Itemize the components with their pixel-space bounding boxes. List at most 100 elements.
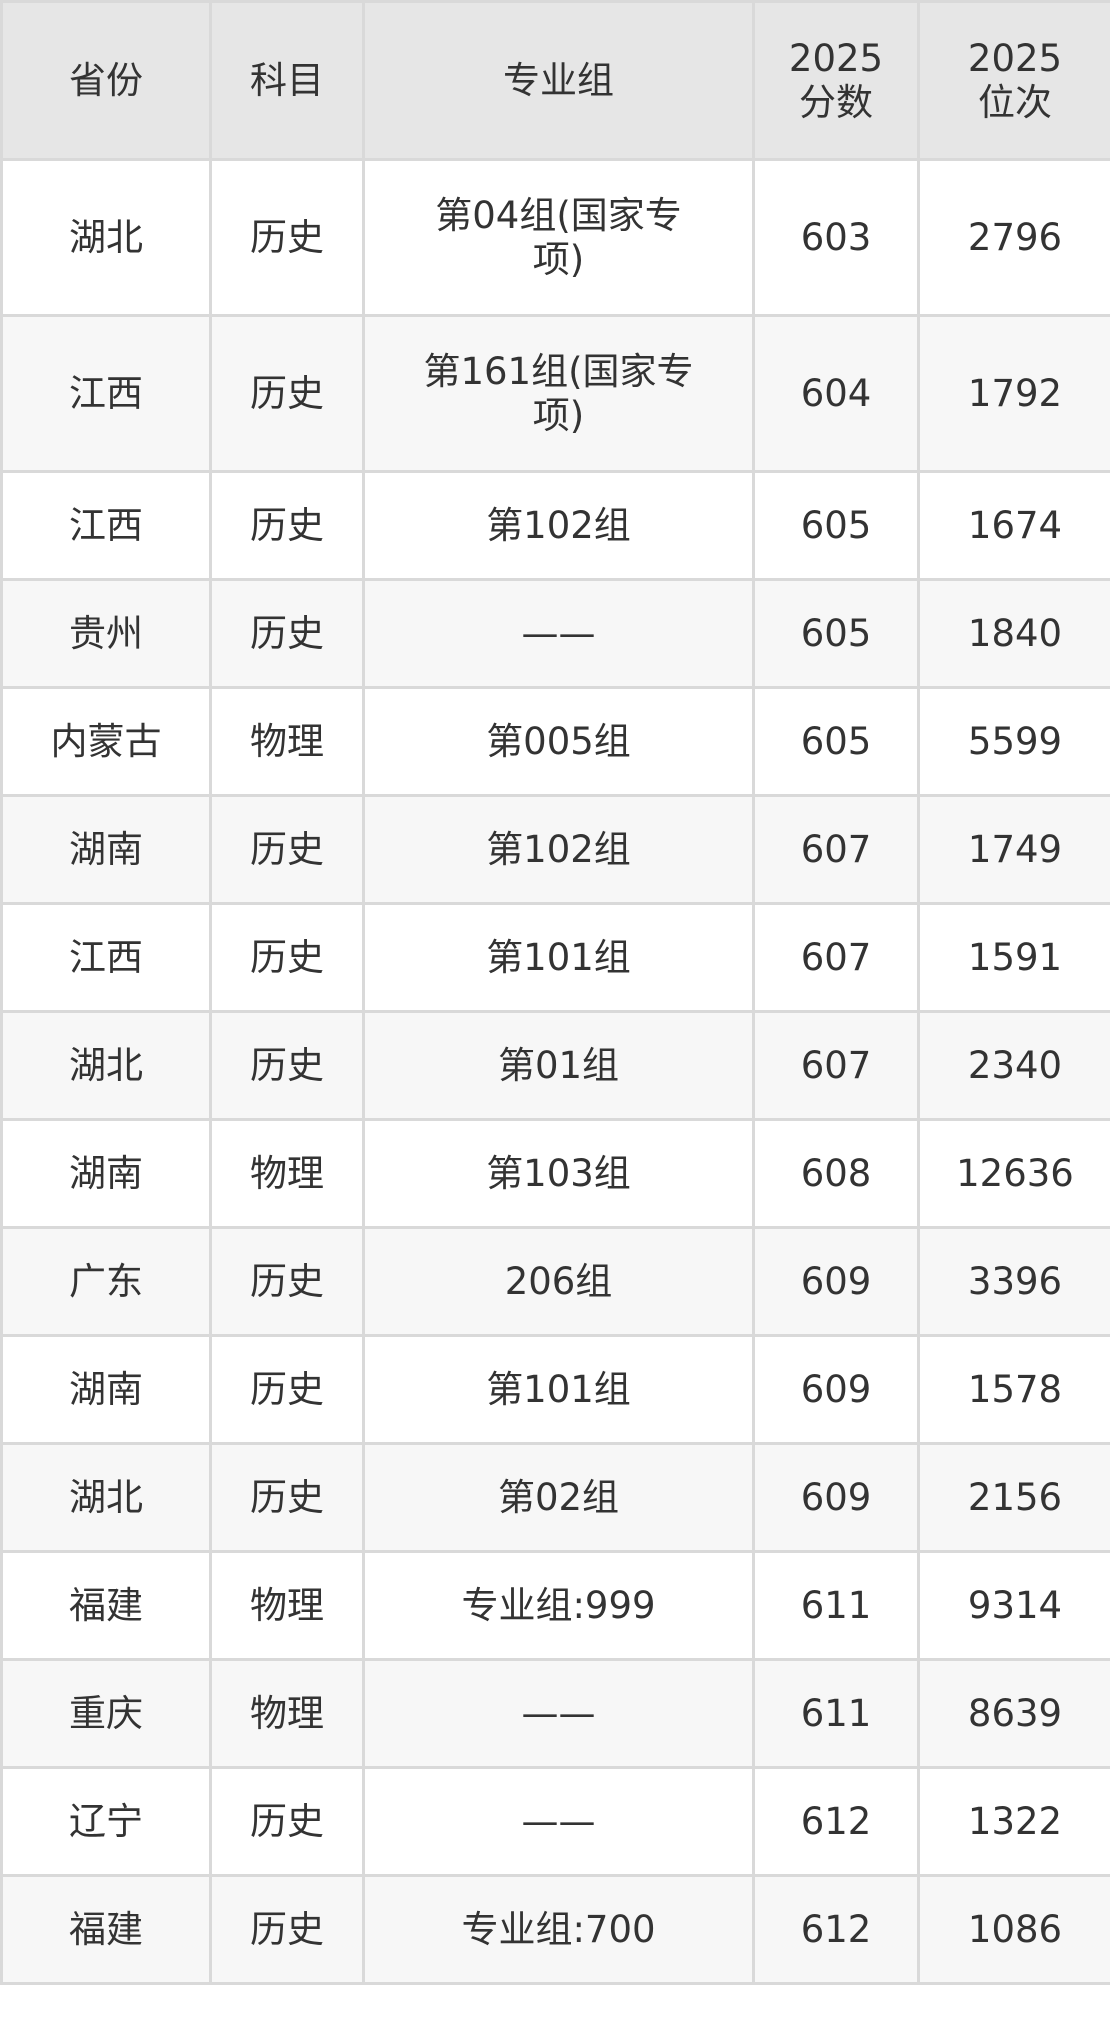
table-row: 江西 历史 第161组(国家专项) 604 1792 — [0, 314, 1110, 473]
cell-text: 湖北 — [69, 1043, 143, 1087]
cell-text: 历史 — [250, 1907, 324, 1951]
cell-major-group: —— — [362, 1766, 755, 1877]
cell-province: 江西 — [0, 902, 212, 1013]
cell-subject: 物理 — [209, 1658, 365, 1769]
cell-text: 5599 — [967, 719, 1063, 763]
cell-text: 2156 — [967, 1475, 1063, 1519]
cell-rank: 5599 — [917, 686, 1110, 797]
cell-text: —— — [521, 1799, 596, 1843]
cell-score: 612 — [752, 1874, 920, 1985]
cell-text: 湖南 — [69, 827, 143, 871]
cell-subject: 历史 — [209, 470, 365, 581]
cell-rank: 2156 — [917, 1442, 1110, 1553]
cell-score: 605 — [752, 470, 920, 581]
cell-text: 1840 — [967, 611, 1063, 655]
cell-major-group: 第101组 — [362, 902, 755, 1013]
cell-major-group: 专业组:700 — [362, 1874, 755, 1985]
cell-rank: 1591 — [917, 902, 1110, 1013]
header-rank: 2025 位次 — [917, 0, 1110, 161]
cell-text: 609 — [800, 1259, 872, 1303]
header-score: 2025 分数 — [752, 0, 920, 161]
cell-text: 609 — [800, 1367, 872, 1411]
cell-text: 湖南 — [69, 1151, 143, 1195]
cell-text: 第103组 — [486, 1151, 631, 1195]
cell-major-group: 第02组 — [362, 1442, 755, 1553]
cell-text: 603 — [800, 215, 872, 259]
cell-subject: 历史 — [209, 1874, 365, 1985]
cell-text: 1749 — [967, 827, 1063, 871]
cell-province: 福建 — [0, 1550, 212, 1661]
cell-subject: 物理 — [209, 686, 365, 797]
cell-subject: 历史 — [209, 1766, 365, 1877]
cell-province: 贵州 — [0, 578, 212, 689]
cell-text: 1674 — [967, 503, 1063, 547]
cell-major-group: 第101组 — [362, 1334, 755, 1445]
cell-text: 广东 — [69, 1259, 143, 1303]
cell-rank: 1840 — [917, 578, 1110, 689]
cell-text: 1322 — [967, 1799, 1063, 1843]
cell-text: 历史 — [250, 215, 324, 259]
cell-text: 611 — [800, 1583, 872, 1627]
cell-province: 重庆 — [0, 1658, 212, 1769]
cell-subject: 历史 — [209, 1334, 365, 1445]
cell-text: 专业组:700 — [461, 1907, 656, 1951]
table-row: 福建 历史 专业组:700 612 1086 — [0, 1874, 1110, 1985]
cell-rank: 2340 — [917, 1010, 1110, 1121]
cell-province: 江西 — [0, 470, 212, 581]
cell-rank: 1749 — [917, 794, 1110, 905]
cell-text: 福建 — [69, 1583, 143, 1627]
cell-province: 湖南 — [0, 1334, 212, 1445]
cell-text: 607 — [800, 1043, 872, 1087]
cell-text: 612 — [800, 1907, 872, 1951]
cell-text: 609 — [800, 1475, 872, 1519]
table-row: 湖南 历史 第101组 609 1578 — [0, 1334, 1110, 1445]
cell-score: 603 — [752, 158, 920, 317]
cell-text: 湖北 — [69, 215, 143, 259]
cell-text: 历史 — [250, 827, 324, 871]
cell-text: 2796 — [967, 215, 1063, 259]
cell-major-group: —— — [362, 1658, 755, 1769]
table-row: 辽宁 历史 —— 612 1322 — [0, 1766, 1110, 1877]
cell-province: 辽宁 — [0, 1766, 212, 1877]
cell-major-group: 专业组:999 — [362, 1550, 755, 1661]
table-row: 重庆 物理 —— 611 8639 — [0, 1658, 1110, 1769]
cell-province: 福建 — [0, 1874, 212, 1985]
cell-text: 江西 — [69, 935, 143, 979]
cell-rank: 1674 — [917, 470, 1110, 581]
cell-score: 605 — [752, 686, 920, 797]
cell-rank: 1086 — [917, 1874, 1110, 1985]
cell-text: 江西 — [69, 371, 143, 415]
cell-major-group: 206组 — [362, 1226, 755, 1337]
cell-text: 第01组 — [497, 1043, 620, 1087]
cell-text: —— — [521, 1691, 596, 1735]
header-province: 省份 — [0, 0, 212, 161]
cell-text: 第02组 — [497, 1475, 620, 1519]
cell-text: 605 — [800, 719, 872, 763]
cell-text: 历史 — [250, 503, 324, 547]
cell-text: 1086 — [967, 1907, 1063, 1951]
cell-text: 第005组 — [486, 719, 631, 763]
cell-score: 607 — [752, 1010, 920, 1121]
cell-text: 607 — [800, 935, 872, 979]
cell-text: 1578 — [967, 1367, 1063, 1411]
cell-subject: 物理 — [209, 1118, 365, 1229]
cell-text: 2340 — [967, 1043, 1063, 1087]
cell-text: 9314 — [967, 1583, 1063, 1627]
cell-rank: 1792 — [917, 314, 1110, 473]
cell-score: 612 — [752, 1766, 920, 1877]
cell-subject: 历史 — [209, 314, 365, 473]
cell-text: 历史 — [250, 611, 324, 655]
cell-subject: 历史 — [209, 902, 365, 1013]
cell-text: 物理 — [250, 719, 324, 763]
cell-major-group: 第04组(国家专项) — [362, 158, 755, 317]
cell-text: 历史 — [250, 1799, 324, 1843]
cell-major-group: 第005组 — [362, 686, 755, 797]
cell-score: 611 — [752, 1658, 920, 1769]
cell-province: 湖南 — [0, 794, 212, 905]
cell-rank: 8639 — [917, 1658, 1110, 1769]
cell-text: 608 — [800, 1151, 872, 1195]
cell-text: 历史 — [250, 1367, 324, 1411]
cell-subject: 历史 — [209, 1442, 365, 1553]
cell-text: 607 — [800, 827, 872, 871]
cell-text: 历史 — [250, 1475, 324, 1519]
